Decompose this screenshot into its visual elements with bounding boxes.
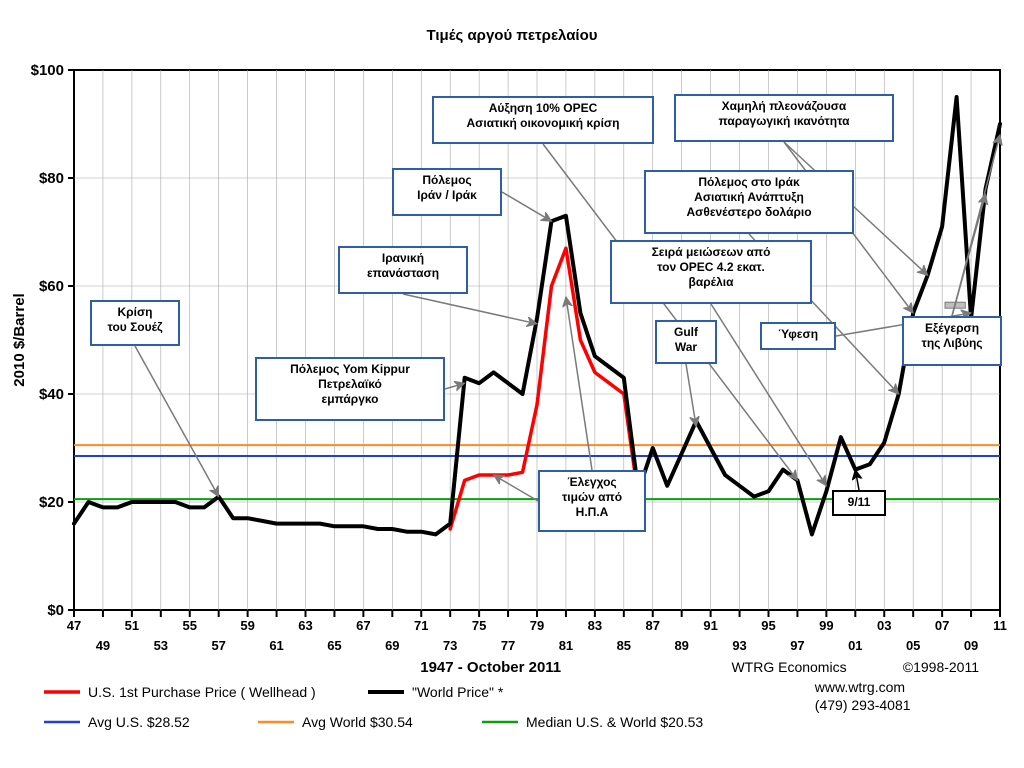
- svg-text:83: 83: [588, 618, 602, 633]
- svg-text:U.S. 1st Purchase Price ( Well: U.S. 1st Purchase Price ( Wellhead ): [88, 684, 316, 700]
- svg-text:99: 99: [819, 618, 833, 633]
- svg-text:1947 - October 2011: 1947 - October 2011: [420, 659, 561, 676]
- svg-text:WTRG Economics: WTRG Economics: [731, 659, 846, 675]
- svg-text:95: 95: [761, 618, 775, 633]
- svg-text:$20: $20: [39, 494, 64, 511]
- svg-text:07: 07: [935, 618, 949, 633]
- svg-text:05: 05: [906, 638, 920, 653]
- svg-text:51: 51: [125, 618, 139, 633]
- svg-text:2010 $/Barrel: 2010 $/Barrel: [11, 293, 28, 386]
- svg-text:www.wtrg.com: www.wtrg.com: [814, 679, 905, 695]
- svg-text:81: 81: [559, 638, 573, 653]
- svg-text:93: 93: [732, 638, 746, 653]
- annotation-usctrl: Έλεγχοςτιμών απόΗ.Π.Α: [538, 470, 646, 532]
- svg-text:$100: $100: [31, 62, 64, 79]
- svg-text:11: 11: [993, 618, 1007, 633]
- svg-text:Avg U.S. $28.52: Avg U.S. $28.52: [88, 714, 190, 730]
- annotation-libya: Εξέγερσητης Λιβύης: [902, 316, 1002, 366]
- svg-text:Avg World $30.54: Avg World $30.54: [302, 714, 413, 730]
- svg-text:(479) 293-4081: (479) 293-4081: [815, 697, 911, 713]
- svg-text:85: 85: [617, 638, 631, 653]
- annotation-opec10: Αύξηση 10% OPECΑσιατική οικονομική κρίση: [432, 96, 654, 144]
- svg-text:91: 91: [703, 618, 717, 633]
- svg-text:47: 47: [67, 618, 81, 633]
- svg-text:69: 69: [385, 638, 399, 653]
- annotation-iranrev: Ιρανικήεπανάσταση: [338, 246, 468, 294]
- annotation-yomk: Πόλεμος Yom KippurΠετρελαϊκόεμπάργκο: [255, 357, 445, 421]
- svg-text:Median U.S. & World $20.53: Median U.S. & World $20.53: [526, 714, 703, 730]
- svg-text:$40: $40: [39, 386, 64, 403]
- svg-text:01: 01: [848, 638, 862, 653]
- svg-text:59: 59: [240, 618, 254, 633]
- svg-text:97: 97: [790, 638, 804, 653]
- svg-text:65: 65: [327, 638, 341, 653]
- annotation-suez: Κρίσητου Σουέζ: [90, 300, 180, 346]
- svg-text:Τιμές αργού πετρελαίου: Τιμές αργού πετρελαίου: [426, 27, 597, 44]
- svg-text:©1998-2011: ©1998-2011: [903, 659, 979, 675]
- svg-text:03: 03: [877, 618, 891, 633]
- svg-text:61: 61: [269, 638, 283, 653]
- annotation-opeccut: Σειρά μειώσεων απότον OPEC 4.2 εκατ.βαρέ…: [610, 240, 812, 304]
- svg-text:53: 53: [154, 638, 168, 653]
- svg-text:77: 77: [501, 638, 515, 653]
- svg-text:"World Price" *: "World Price" *: [412, 684, 504, 700]
- svg-text:$60: $60: [39, 278, 64, 295]
- annotation-lowcap: Χαμηλή πλεονάζουσαπαραγωγική ικανότητα: [674, 94, 894, 142]
- annotation-recess: Ύφεση: [760, 322, 836, 350]
- svg-text:49: 49: [96, 638, 110, 653]
- svg-text:63: 63: [298, 618, 312, 633]
- svg-text:09: 09: [964, 638, 978, 653]
- svg-text:79: 79: [530, 618, 544, 633]
- svg-text:87: 87: [646, 618, 660, 633]
- chart-container: $0 $20 $40 $60 $80 $100 47 51 55 59 63 67 71 75 79 83 87…: [0, 0, 1024, 768]
- annotation-iraniraq: ΠόλεμοςΙράν / Ιράκ: [392, 168, 502, 216]
- svg-text:73: 73: [443, 638, 457, 653]
- annotation-gulf: GulfWar: [655, 320, 717, 364]
- svg-text:67: 67: [356, 618, 370, 633]
- svg-text:71: 71: [414, 618, 428, 633]
- annotation-iraq2: Πόλεμος στο ΙράκΑσιατική ΑνάπτυξηΑσθενέσ…: [644, 170, 854, 234]
- svg-text:55: 55: [183, 618, 197, 633]
- svg-text:$0: $0: [47, 602, 64, 619]
- annotation-nine11: 9/11: [832, 490, 886, 516]
- svg-text:57: 57: [211, 638, 225, 653]
- svg-text:89: 89: [674, 638, 688, 653]
- svg-text:75: 75: [472, 618, 486, 633]
- svg-text:$80: $80: [39, 170, 64, 187]
